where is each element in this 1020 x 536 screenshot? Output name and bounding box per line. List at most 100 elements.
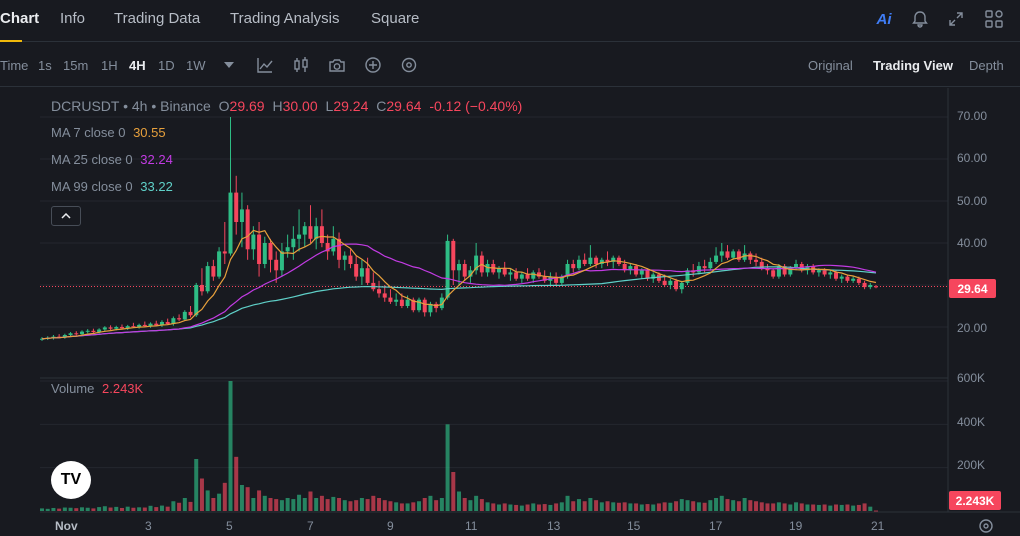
candle-body bbox=[125, 326, 130, 329]
candle bbox=[536, 268, 541, 279]
volume-bar bbox=[382, 500, 387, 511]
volume-bar bbox=[668, 502, 673, 511]
candle-body bbox=[639, 270, 644, 275]
candle-body bbox=[816, 270, 821, 273]
candle-body bbox=[251, 234, 256, 250]
candle bbox=[62, 333, 67, 339]
candle bbox=[451, 238, 456, 285]
candle bbox=[165, 318, 170, 325]
volume-bar bbox=[97, 507, 102, 511]
interval-15m[interactable]: 15m bbox=[63, 58, 89, 73]
interval-1d[interactable]: 1D bbox=[158, 58, 175, 73]
volume-tick: 600K bbox=[957, 371, 986, 385]
volume-bar bbox=[851, 505, 856, 511]
tab-trading-data[interactable]: Trading Data bbox=[114, 10, 201, 27]
candle bbox=[851, 276, 856, 283]
volume-bar bbox=[696, 502, 701, 511]
candle-body bbox=[588, 257, 593, 264]
volume-bar bbox=[525, 504, 530, 511]
add-indicator-icon[interactable] bbox=[363, 55, 383, 75]
candle-body bbox=[462, 264, 467, 277]
candle bbox=[679, 280, 684, 294]
candle-body bbox=[582, 259, 587, 264]
view-trading-view[interactable]: Trading View bbox=[873, 58, 953, 73]
candle-body bbox=[514, 272, 519, 279]
time-tick: 21 bbox=[871, 519, 885, 533]
candle bbox=[228, 117, 233, 256]
candle-body bbox=[217, 251, 222, 277]
volume-bar bbox=[302, 498, 307, 511]
view-depth[interactable]: Depth bbox=[969, 58, 1004, 73]
expand-icon[interactable] bbox=[945, 8, 967, 30]
volume-bar bbox=[74, 508, 79, 511]
chart-type-candles-icon[interactable] bbox=[291, 55, 311, 75]
candle bbox=[559, 274, 564, 285]
tab-trading-analysis[interactable]: Trading Analysis bbox=[230, 10, 340, 27]
interval-1h[interactable]: 1H bbox=[101, 58, 118, 73]
ma7-label: MA 7 close 0 bbox=[51, 125, 126, 140]
layout-grid-icon[interactable] bbox=[983, 8, 1005, 30]
volume-bar bbox=[165, 506, 170, 511]
volume-bar bbox=[148, 505, 153, 511]
candle-body bbox=[314, 226, 319, 239]
volume-bar bbox=[462, 498, 467, 511]
candle-body bbox=[828, 272, 833, 275]
tab-chart[interactable]: Chart bbox=[0, 10, 40, 27]
tab-square[interactable]: Square bbox=[371, 10, 420, 27]
ai-icon[interactable]: Ai bbox=[876, 10, 892, 28]
interval-1w[interactable]: 1W bbox=[186, 58, 206, 73]
settings-icon[interactable] bbox=[399, 55, 419, 75]
volume-bar bbox=[142, 507, 147, 511]
price-tick: 50.00 bbox=[957, 194, 988, 208]
candle bbox=[725, 245, 730, 260]
volume-bar bbox=[51, 507, 56, 511]
tab-info[interactable]: Info bbox=[60, 10, 86, 27]
exchange-label: Binance bbox=[160, 98, 211, 114]
volume-bar bbox=[531, 503, 536, 511]
candle-body bbox=[576, 259, 581, 269]
candle-body bbox=[731, 251, 736, 258]
candle-body bbox=[325, 243, 330, 252]
volume-bar bbox=[131, 507, 136, 511]
candle bbox=[839, 274, 844, 283]
candle bbox=[262, 236, 267, 269]
volume-bar bbox=[559, 502, 564, 511]
legend-collapse-button[interactable] bbox=[51, 206, 81, 226]
candle bbox=[108, 325, 113, 330]
interval-4h[interactable]: 4H bbox=[129, 58, 146, 73]
interval-time[interactable]: Time bbox=[0, 58, 29, 73]
volume-bar bbox=[645, 504, 650, 511]
chart-settings-icon[interactable] bbox=[978, 518, 994, 536]
candle-body bbox=[319, 226, 324, 243]
candle-body bbox=[725, 251, 730, 258]
candle-body bbox=[131, 326, 136, 328]
candle-body bbox=[348, 255, 353, 264]
candle-body bbox=[382, 293, 387, 298]
candle bbox=[222, 222, 227, 264]
interval-dropdown-icon[interactable] bbox=[219, 55, 239, 75]
time-tick: 3 bbox=[145, 519, 152, 533]
volume-bar bbox=[331, 496, 336, 511]
candle-body bbox=[199, 285, 204, 292]
bell-icon[interactable] bbox=[909, 8, 931, 30]
volume-bar bbox=[348, 501, 353, 511]
candle-body bbox=[714, 255, 719, 262]
interval-1s[interactable]: 1s bbox=[38, 58, 52, 73]
indicator-line-icon[interactable] bbox=[255, 55, 275, 75]
volume-bar bbox=[228, 381, 233, 511]
volume-bar bbox=[114, 506, 119, 511]
camera-icon[interactable] bbox=[327, 55, 347, 75]
view-original[interactable]: Original bbox=[808, 58, 853, 73]
ma25-line bbox=[41, 243, 877, 340]
candle-body bbox=[74, 333, 79, 335]
price-chart[interactable] bbox=[0, 88, 1020, 536]
candle-body bbox=[685, 270, 690, 283]
volume-bar bbox=[656, 503, 661, 511]
candle bbox=[348, 249, 353, 269]
candle-body bbox=[856, 278, 861, 283]
volume-bar bbox=[205, 490, 210, 511]
volume-bar bbox=[811, 504, 816, 511]
volume-bar bbox=[719, 495, 724, 511]
volume-bar bbox=[417, 501, 422, 511]
volume-bar bbox=[628, 503, 633, 511]
